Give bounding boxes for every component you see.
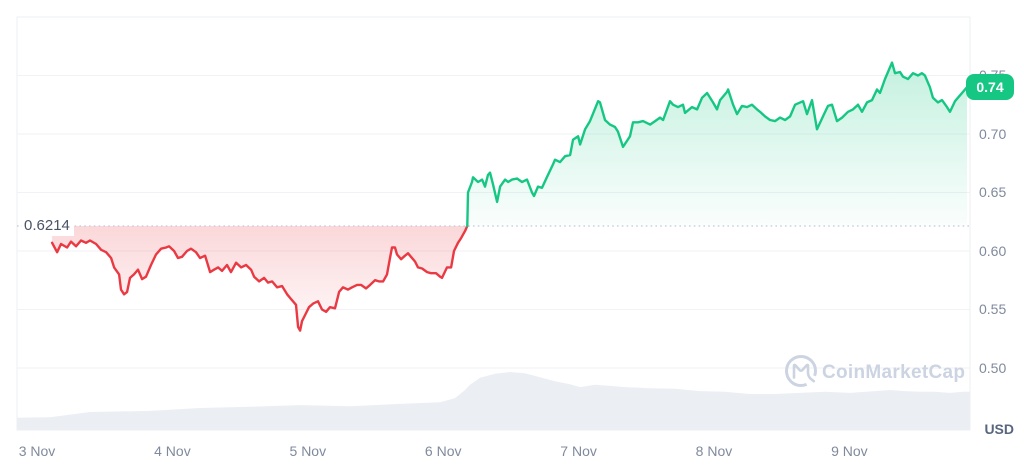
x-axis-label: 5 Nov [289,443,327,459]
price-above-baseline-line [466,61,969,228]
coinmarketcap-logo-m-icon [792,363,816,383]
current-price-badge: 0.74 [966,74,1014,101]
price-above-baseline-area [467,62,967,226]
x-axis-label: 7 Nov [560,443,597,459]
y-axis-label: 0.60 [979,242,1007,259]
price-series [17,61,970,430]
x-axis-label: 8 Nov [695,443,733,459]
price-below-baseline-area [52,226,468,331]
coinmarketcap-wordmark: CoinMarketCap [822,362,965,383]
coinmarketcap-logo-icon [785,355,817,387]
y-axis-label: 0.70 [979,125,1007,142]
x-axis-label: 4 Nov [154,443,191,459]
baseline-price-label: 0.6214 [22,215,74,236]
x-axis-label: 6 Nov [424,443,462,459]
volume-area [17,372,970,430]
y-axis-label: 0.50 [979,359,1007,376]
y-axis-label: 0.65 [979,184,1007,201]
y-axis-label: 0.55 [979,301,1007,318]
price-below-baseline-line [50,224,469,332]
watermark: CoinMarketCap [785,355,965,387]
x-axis-label: 9 Nov [831,443,868,459]
x-axis-label: 3 Nov [18,443,56,459]
usd-unit-label: USD [984,421,1014,437]
